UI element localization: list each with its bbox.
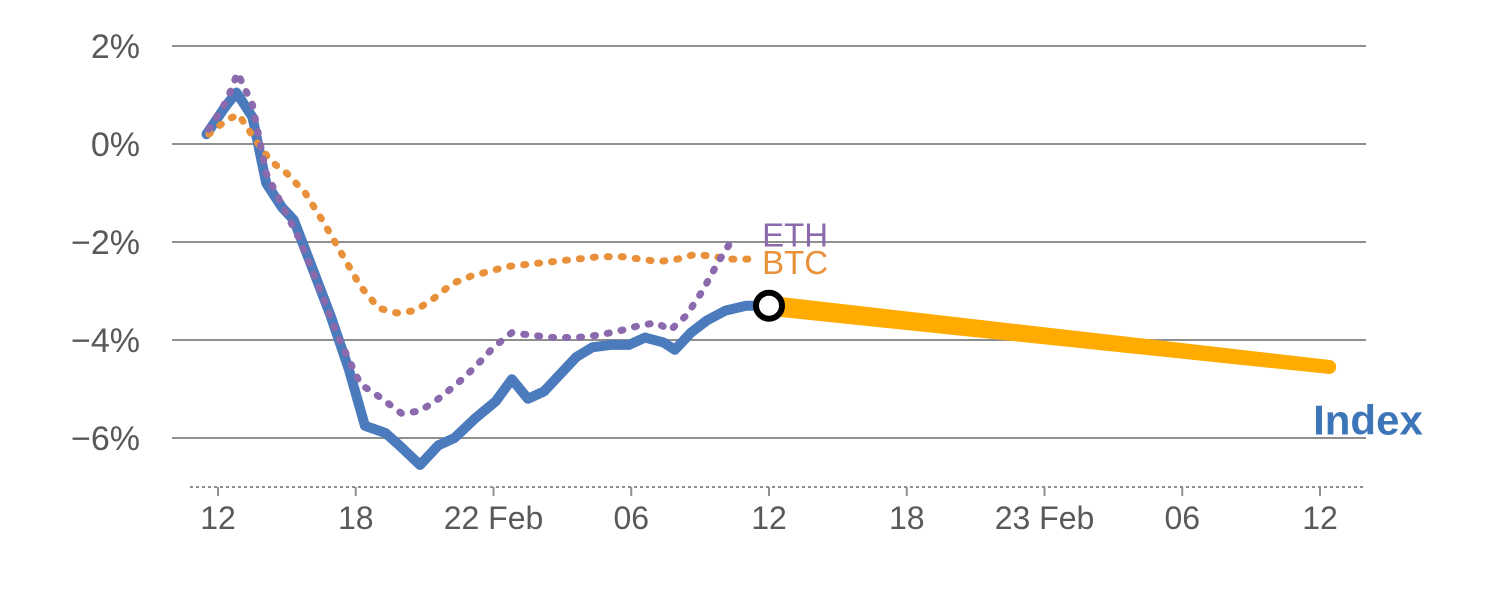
index-projection-band — [767, 295, 1330, 374]
eth-label: ETH — [762, 217, 828, 254]
x-axis-tick-label: 18 — [889, 500, 925, 536]
y-axis-tick-label: 2% — [91, 28, 140, 66]
x-axis-tick-label: 12 — [200, 500, 236, 536]
x-axis-tick-label: 12 — [1302, 500, 1338, 536]
x-axis-tick-label: 06 — [613, 500, 649, 536]
index-line — [201, 87, 774, 470]
x-axis-tick-label: 18 — [338, 500, 374, 536]
index-label: Index — [1313, 397, 1423, 444]
btc-label: BTC — [762, 244, 828, 281]
y-axis-tick-label: −2% — [71, 224, 140, 262]
y-axis-tick-label: 0% — [91, 126, 140, 164]
index-projection-end-cap — [1322, 359, 1337, 374]
y-axis-tick-label: −4% — [71, 322, 140, 360]
x-axis-tick-label: 06 — [1164, 500, 1200, 536]
y-axis-tick-label: −6% — [71, 420, 140, 458]
btc-line — [205, 111, 755, 317]
x-axis-tick-label: 12 — [751, 500, 787, 536]
eth-line — [205, 69, 736, 417]
x-axis-tick-label: 23 Feb — [995, 500, 1095, 536]
x-axis-tick-label: 22 Feb — [444, 500, 544, 536]
projection-start-marker — [753, 289, 785, 322]
